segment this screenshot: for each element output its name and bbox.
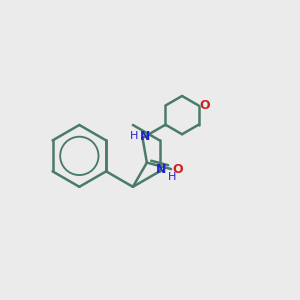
- Text: N: N: [156, 164, 166, 176]
- Text: H: H: [130, 131, 139, 142]
- Text: N: N: [140, 130, 151, 143]
- Text: O: O: [172, 163, 183, 176]
- Text: O: O: [200, 99, 210, 112]
- Text: H: H: [168, 172, 176, 182]
